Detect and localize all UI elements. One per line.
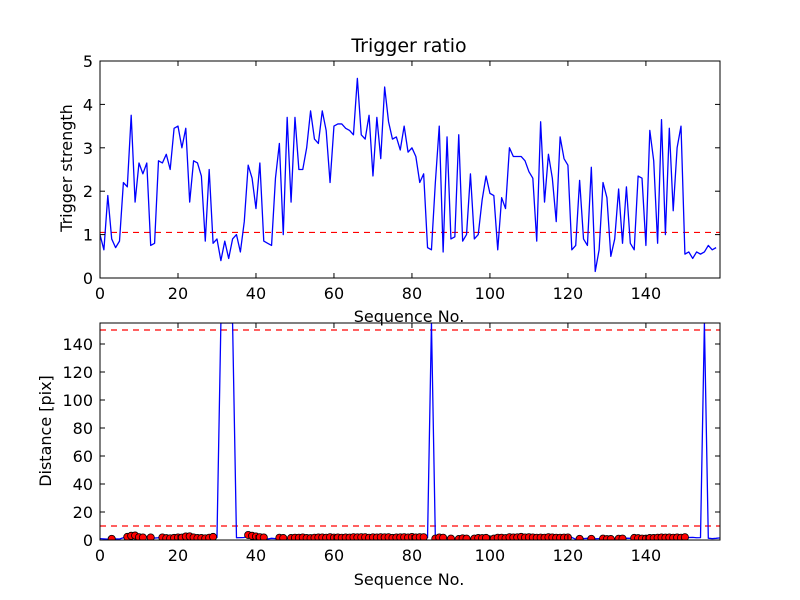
- x-tick-label: 120: [553, 284, 584, 303]
- y-tick-label: 60: [73, 447, 93, 466]
- data-point: [419, 533, 428, 540]
- plot-area: [100, 323, 720, 540]
- x-tick-label: 0: [95, 284, 105, 303]
- y-axis-label: Trigger strength: [57, 104, 76, 233]
- y-tick-label: 120: [62, 363, 93, 382]
- data-point: [209, 532, 218, 540]
- x-tick-label: 60: [324, 284, 344, 303]
- x-tick-label: 140: [631, 284, 662, 303]
- x-tick-label: 80: [402, 546, 422, 565]
- x-tick-label: 100: [475, 546, 506, 565]
- data-point: [138, 533, 147, 540]
- y-tick-label: 0: [83, 531, 93, 550]
- y-tick-label: 3: [83, 139, 93, 158]
- y-tick-label: 20: [73, 503, 93, 522]
- x-tick-label: 120: [553, 546, 584, 565]
- x-tick-label: 40: [246, 546, 266, 565]
- distance-chart: Sequence No. Distance [pix] 0 20 40 60 80 100…: [36, 322, 721, 589]
- data-point: [606, 535, 615, 540]
- data-point: [439, 533, 448, 540]
- data-point: [618, 534, 627, 540]
- data-point: [575, 534, 584, 540]
- y-tick-label: 1: [83, 226, 93, 245]
- x-tick-label: 60: [324, 546, 344, 565]
- data-point: [259, 533, 268, 540]
- y-tick-label: 5: [83, 52, 93, 71]
- x-tick-label: 40: [246, 284, 266, 303]
- axes-frame: [99, 322, 721, 541]
- y-tick-label: 80: [73, 419, 93, 438]
- y-tick-label: 40: [73, 475, 93, 494]
- x-axis-label-bottom: Sequence No.: [354, 570, 465, 589]
- x-tick-label: 20: [168, 284, 188, 303]
- x-tick-label: 140: [631, 546, 662, 565]
- y-tick-label: 140: [62, 335, 93, 354]
- plot-area: [100, 77, 720, 273]
- data-point: [107, 534, 116, 540]
- data-point: [446, 534, 455, 540]
- trigger-ratio-chart: Trigger ratio Sequence No. Trigger stren…: [57, 35, 721, 326]
- chart-title: Trigger ratio: [350, 35, 466, 57]
- data-point: [279, 534, 288, 540]
- x-tick-label: 20: [168, 546, 188, 565]
- x-tick-label: 100: [475, 284, 506, 303]
- data-point: [146, 533, 155, 540]
- y-tick-label: 2: [83, 182, 93, 201]
- y-tick-label: 4: [83, 95, 93, 114]
- y-axis-label-bottom: Distance [pix]: [36, 375, 55, 487]
- data-point: [587, 534, 596, 540]
- x-tick-label: 0: [95, 546, 105, 565]
- series-line: [100, 77, 717, 273]
- y-tick-label: 100: [62, 391, 93, 410]
- data-point: [680, 533, 689, 540]
- x-tick-label: 80: [402, 284, 422, 303]
- x-axis-label: Sequence No.: [354, 307, 465, 326]
- axes-frame: [99, 60, 721, 279]
- data-point: [462, 534, 471, 540]
- y-tick-label: 0: [83, 269, 93, 288]
